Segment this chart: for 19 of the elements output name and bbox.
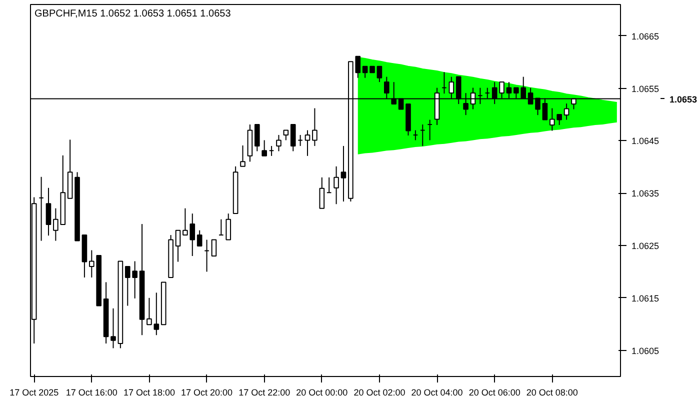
x-tick-label: 20 Oct 00:00 [296, 388, 348, 398]
x-tick-label: 20 Oct 02:00 [354, 388, 406, 398]
x-tick-label: 20 Oct 04:00 [411, 388, 463, 398]
x-tick-label: 17 Oct 18:00 [123, 388, 175, 398]
y-tick-label: 1.0635 [632, 188, 660, 199]
y-tick-label: 1.0655 [632, 84, 660, 94]
x-tick-label: 17 Oct 16:00 [66, 388, 118, 398]
x-tick-label: 20 Oct 06:00 [468, 388, 520, 398]
x-tick-label: 17 Oct 22:00 [238, 388, 290, 398]
x-tick-label: 17 Oct 2025 [10, 388, 59, 398]
chart-title: GBPCHF,M15 1.0652 1.0653 1.0651 1.0653 [34, 8, 232, 20]
y-tick-label: 1.0615 [632, 293, 660, 304]
y-tick-label: 1.0605 [632, 346, 660, 356]
y-tick-label: 1.0645 [632, 136, 660, 146]
x-tick-label: 20 Oct 08:00 [526, 388, 578, 398]
ref-line-label: 1.0653 [670, 94, 698, 104]
y-tick-label: 1.0665 [632, 31, 660, 42]
y-tick-label: 1.0625 [632, 241, 660, 252]
x-tick-label: 17 Oct 20:00 [181, 388, 233, 398]
